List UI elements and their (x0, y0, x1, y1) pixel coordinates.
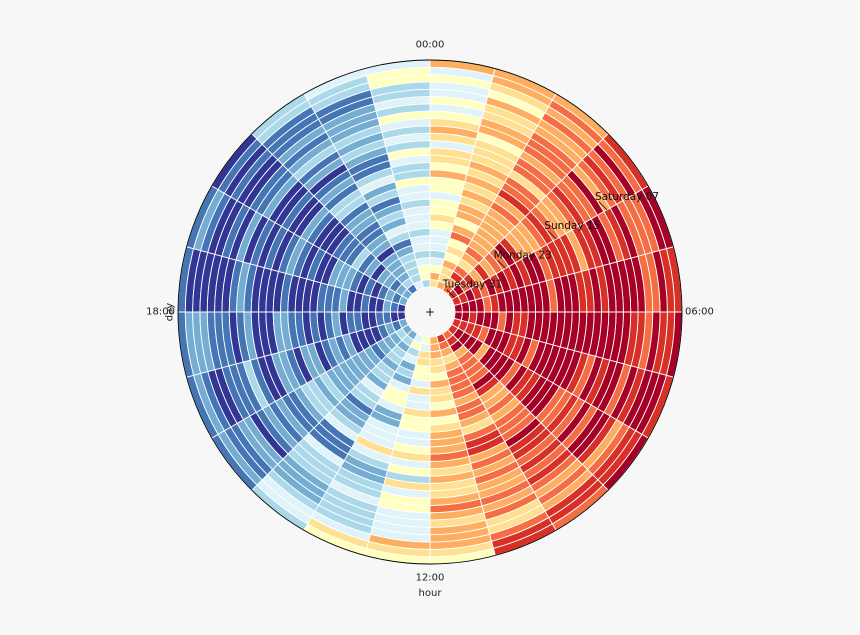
angular-tick-labels: 00:00 06:00 12:00 18:00 (146, 40, 714, 584)
annotation-leader (446, 289, 456, 298)
angular-tick-label: 00:00 (416, 40, 445, 51)
heatmap-cell (453, 303, 463, 313)
angular-tick-label: 06:00 (685, 307, 714, 318)
annotation-label: Sunday 15 (544, 220, 600, 232)
annotation-label: Saturday 07 (595, 191, 659, 203)
heatmap-cell (421, 279, 431, 289)
radial-axis-label: day (165, 303, 176, 321)
annotation-leader (497, 260, 506, 269)
angular-axis-label: hour (419, 588, 443, 599)
heatmap-cell (429, 335, 439, 345)
angular-tick-label: 12:00 (416, 573, 445, 584)
annotation-label: Tuesday 31 (442, 279, 502, 291)
angular-tick-label: 18:00 (146, 307, 175, 318)
day-annotations: Saturday 07 Sunday 15 Monday 23 Tuesday 31 (442, 191, 659, 298)
annotation-leader (598, 201, 608, 211)
annotation-label: Monday 23 (494, 249, 552, 261)
center-marker: + (425, 305, 435, 319)
polar-frame (177, 59, 683, 565)
heatmap-cell (397, 311, 407, 321)
heatmap-cells (177, 59, 683, 565)
annotation-leader (548, 230, 557, 240)
